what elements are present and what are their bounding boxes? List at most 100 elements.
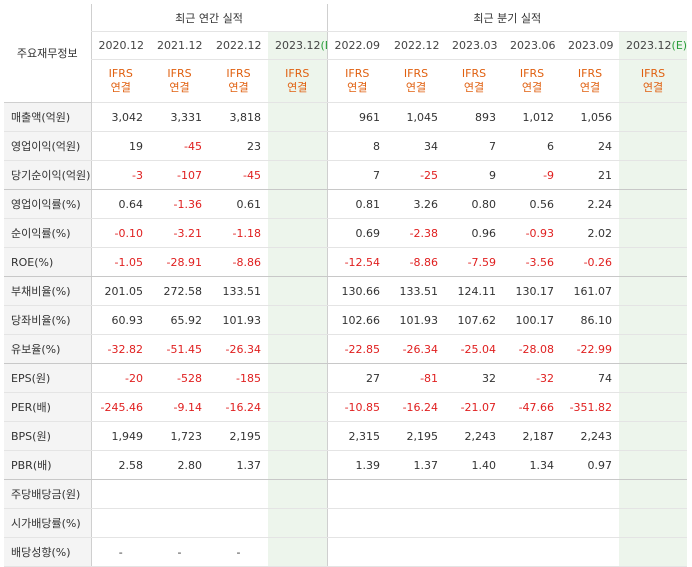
table-cell: 60.93 <box>90 305 150 335</box>
consolidated-label: 연결 <box>347 81 368 94</box>
period-header: 2022.12 <box>387 31 446 60</box>
table-cell: - <box>209 537 268 567</box>
table-cell: -3 <box>90 160 150 190</box>
table-cell: -22.99 <box>561 334 620 364</box>
table-cell: -25 <box>387 160 446 190</box>
table-cell: -81 <box>387 363 446 393</box>
table-cell <box>209 508 268 538</box>
table-row: PER(배) -245.46 -9.14 -16.24 -10.85 -16.24 -21.… <box>4 392 688 422</box>
table-cell <box>268 421 328 451</box>
table-cell: -25.04 <box>445 334 504 364</box>
table-cell: -185 <box>209 363 268 393</box>
table-cell: -1.18 <box>209 218 268 248</box>
table-cell: 1,012 <box>503 102 562 132</box>
table-cell <box>268 537 328 567</box>
ifrs-label: IFRS <box>577 67 603 80</box>
row-label: 부채비율(%) <box>4 276 91 306</box>
table-cell <box>268 479 328 509</box>
table-cell: 272.58 <box>150 276 209 306</box>
table-row: ROE(%) -1.05 -28.91 -8.86 -12.54 -8.86 -7.59 -3… <box>4 247 688 277</box>
table-row: PBR(배) 2.58 2.80 1.37 1.39 1.37 1.40 1.34 0.97 <box>4 450 688 480</box>
corner-label: 주요재무정보 <box>4 4 91 103</box>
period-header: 2023.12(E) <box>619 31 688 60</box>
table-cell <box>619 421 688 451</box>
table-cell: -0.93 <box>503 218 562 248</box>
row-label: 시가배당률(%) <box>4 508 91 538</box>
table-cell: 961 <box>326 102 388 132</box>
table-cell: 0.64 <box>90 189 150 219</box>
table-cell: 2,315 <box>326 421 388 451</box>
table-cell: 0.81 <box>326 189 388 219</box>
table-cell <box>326 479 388 509</box>
table-cell: 2.58 <box>90 450 150 480</box>
table-cell: -8.86 <box>209 247 268 277</box>
table-cell: 0.61 <box>209 189 268 219</box>
table-cell <box>268 363 328 393</box>
row-label: PBR(배) <box>4 450 91 480</box>
table-cell <box>150 508 209 538</box>
table-cell: -2.38 <box>387 218 446 248</box>
ifrs-header: IFRS 연결 <box>326 59 388 103</box>
period-header: 2022.09 <box>326 31 388 60</box>
table-cell <box>619 508 688 538</box>
consolidated-label: 연결 <box>110 81 131 94</box>
table-cell: -12.54 <box>326 247 388 277</box>
table-cell: 2,187 <box>503 421 562 451</box>
table-cell <box>561 479 620 509</box>
table-cell: -28.08 <box>503 334 562 364</box>
table-row: 영업이익률(%) 0.64 -1.36 0.61 0.81 3.26 0.80 0.56 2.2… <box>4 189 688 219</box>
table-cell: 1.39 <box>326 450 388 480</box>
table-cell <box>268 334 328 364</box>
period-label: 2021.12 <box>157 39 203 52</box>
table-cell: 21 <box>561 160 620 190</box>
ifrs-label: IFRS <box>640 67 666 80</box>
table-cell <box>619 537 688 567</box>
ifrs-header: IFRS 연결 <box>503 59 562 103</box>
table-row: 영업이익(억원) 19 -45 23 8 34 7 6 24 <box>4 131 688 161</box>
table-cell: 9 <box>445 160 504 190</box>
table-cell <box>268 392 328 422</box>
table-cell <box>619 305 688 335</box>
table-cell: - <box>90 537 150 567</box>
table-cell: -10.85 <box>326 392 388 422</box>
table-cell <box>268 189 328 219</box>
consolidated-label: 연결 <box>521 81 543 94</box>
table-cell <box>445 537 504 567</box>
ifrs-header: IFRS 연결 <box>209 59 268 103</box>
table-cell <box>561 508 620 538</box>
consolidated-label: 연결 <box>642 81 664 94</box>
ifrs-label: IFRS <box>108 67 133 80</box>
consolidated-label: 연결 <box>405 81 427 94</box>
table-cell: 133.51 <box>387 276 446 306</box>
table-cell <box>387 479 446 509</box>
table-cell <box>445 479 504 509</box>
period-label: 2020.12 <box>98 39 145 52</box>
table-cell: 34 <box>387 131 446 161</box>
table-row: 순이익률(%) -0.10 -3.21 -1.18 0.69 -2.38 0.96 -0.93… <box>4 218 688 248</box>
period-header: 2021.12 <box>150 31 209 60</box>
table-cell: -28.91 <box>150 247 209 277</box>
row-label: PER(배) <box>4 392 91 422</box>
period-header: 2022.12 <box>209 31 268 60</box>
table-cell: 3,818 <box>209 102 268 132</box>
period-label: 2023.12 <box>275 39 321 52</box>
ifrs-label: IFRS <box>285 67 310 80</box>
period-header: 2023.12(E) <box>268 31 328 60</box>
ifrs-label: IFRS <box>345 67 370 80</box>
table-cell: 130.17 <box>503 276 562 306</box>
table-cell: 0.96 <box>445 218 504 248</box>
row-label: 순이익률(%) <box>4 218 91 248</box>
table-cell: 0.69 <box>326 218 388 248</box>
table-cell <box>150 479 209 509</box>
table-cell: 7 <box>326 160 388 190</box>
table-cell: 3.26 <box>387 189 446 219</box>
table-cell: 2.80 <box>150 450 209 480</box>
table-cell: 2,195 <box>387 421 446 451</box>
table-cell: 2.24 <box>561 189 620 219</box>
table-cell <box>90 479 150 509</box>
table-cell: -26.34 <box>387 334 446 364</box>
table-cell: -16.24 <box>387 392 446 422</box>
table-cell <box>503 479 562 509</box>
table-cell <box>619 160 688 190</box>
consolidated-label: 연결 <box>169 81 190 94</box>
